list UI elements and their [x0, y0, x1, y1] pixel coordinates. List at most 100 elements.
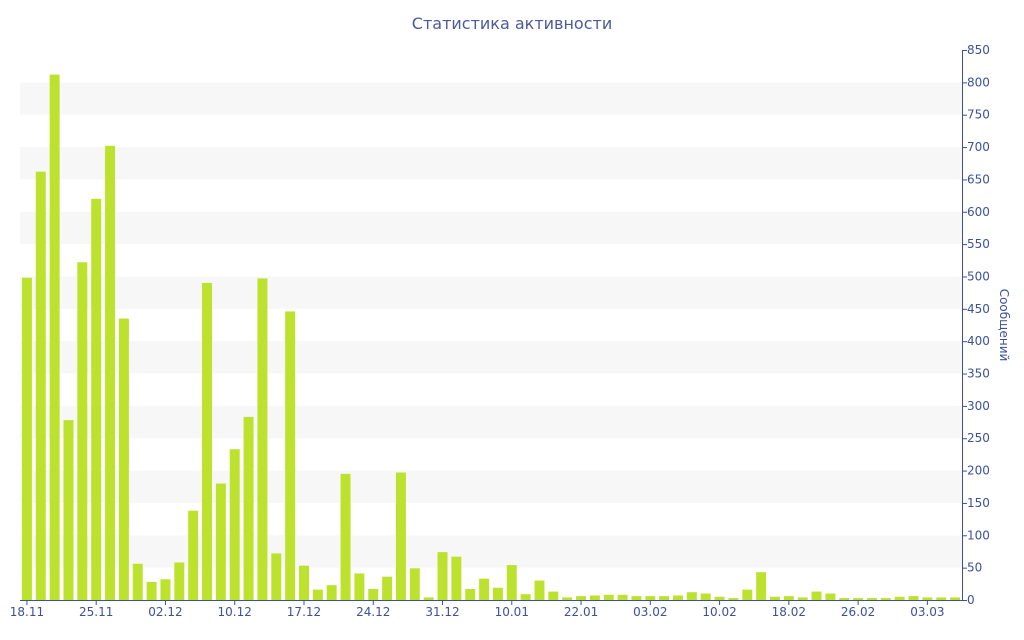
bar: [576, 596, 587, 600]
bar: [894, 596, 905, 600]
bar: [783, 596, 794, 600]
bar: [271, 553, 282, 600]
y-tick-label: 450: [967, 302, 990, 316]
bar: [382, 576, 393, 600]
y-tick-label: 0: [967, 593, 975, 607]
bar: [257, 278, 268, 600]
bar: [77, 262, 88, 600]
y-axis-ticks: 0 50 100 150 200 250 300 350 400 450 500 550 600 650 7…: [962, 43, 990, 607]
bar: [409, 568, 420, 600]
bar: [146, 581, 157, 600]
bar: [312, 589, 323, 600]
bar: [562, 597, 573, 600]
bar: [534, 580, 545, 600]
bar: [437, 552, 448, 600]
bar: [645, 596, 656, 600]
grid-band: [20, 470, 962, 503]
x-tick-label: 31.12: [425, 605, 459, 619]
grid-band: [20, 147, 962, 180]
bar: [880, 598, 891, 600]
grid-band: [20, 276, 962, 309]
y-tick-label: 650: [967, 172, 990, 186]
bar: [63, 420, 74, 600]
x-tick-label: 10.01: [495, 605, 529, 619]
bar: [866, 598, 877, 600]
bar: [105, 145, 116, 600]
x-tick-label: 03.02: [633, 605, 667, 619]
x-tick-label: 17.12: [287, 605, 321, 619]
x-tick-label: 18.02: [772, 605, 806, 619]
x-tick-label: 10.12: [218, 605, 252, 619]
bar: [368, 589, 379, 600]
bar: [202, 282, 213, 600]
x-tick-label: 18.11: [10, 605, 44, 619]
bar: [21, 277, 32, 600]
grid-band: [20, 405, 962, 439]
bar: [797, 597, 808, 600]
bar: [285, 311, 296, 600]
bar: [811, 591, 822, 600]
x-tick-label: 24.12: [356, 605, 390, 619]
y-tick-label: 850: [967, 43, 990, 57]
bar: [936, 597, 947, 600]
x-axis-ticks: 18.11 25.11 02.12 10.12 17.12 24.12 31.12 10.01…: [10, 600, 945, 619]
y-tick-label: 100: [967, 528, 990, 542]
bar: [91, 198, 102, 600]
grid-band: [20, 535, 962, 568]
bar: [118, 318, 129, 600]
bar: [243, 416, 254, 600]
bar: [700, 593, 711, 600]
x-tick-label: 10.02: [702, 605, 736, 619]
y-tick-label: 600: [967, 205, 990, 219]
y-tick-label: 200: [967, 464, 990, 478]
bar: [492, 587, 503, 600]
bar: [659, 596, 670, 600]
bar: [714, 596, 725, 600]
grid-band: [20, 211, 962, 245]
bar: [825, 593, 836, 600]
y-tick-label: 150: [967, 496, 990, 510]
x-tick-label: 22.01: [564, 605, 598, 619]
y-tick-label: 50: [967, 561, 982, 575]
bar: [465, 589, 476, 600]
bar: [326, 585, 337, 600]
grid-band: [20, 341, 962, 374]
bar: [839, 598, 850, 600]
bar: [769, 596, 780, 600]
bar: [215, 483, 226, 600]
bar: [520, 594, 531, 600]
bar: [603, 594, 614, 600]
bar: [617, 594, 628, 600]
x-tick-label: 02.12: [148, 605, 182, 619]
bar: [479, 578, 490, 600]
bar: [728, 598, 739, 600]
x-tick-label: 25.11: [79, 605, 113, 619]
bar: [298, 565, 309, 600]
chart-title: Статистика активности: [411, 14, 613, 33]
grid-band: [20, 82, 962, 115]
y-tick-label: 550: [967, 237, 990, 251]
bar: [49, 74, 60, 600]
bar: [589, 595, 600, 600]
bar: [160, 579, 171, 600]
bar: [631, 596, 642, 600]
y-tick-label: 350: [967, 367, 990, 381]
y-tick-label: 800: [967, 75, 990, 89]
bar: [354, 573, 365, 600]
bar: [174, 562, 185, 600]
bar: [548, 591, 559, 600]
bar: [686, 592, 697, 600]
bar: [506, 565, 517, 600]
bar: [922, 597, 933, 600]
y-tick-label: 700: [967, 140, 990, 154]
bar: [423, 597, 434, 600]
bar: [742, 589, 753, 600]
bar: [229, 449, 240, 600]
y-tick-label: 400: [967, 334, 990, 348]
x-tick-label: 26.02: [841, 605, 875, 619]
bar: [132, 563, 143, 600]
y-tick-label: 300: [967, 399, 990, 413]
bar: [673, 595, 684, 600]
y-axis-label: Сообщений: [997, 289, 1011, 362]
